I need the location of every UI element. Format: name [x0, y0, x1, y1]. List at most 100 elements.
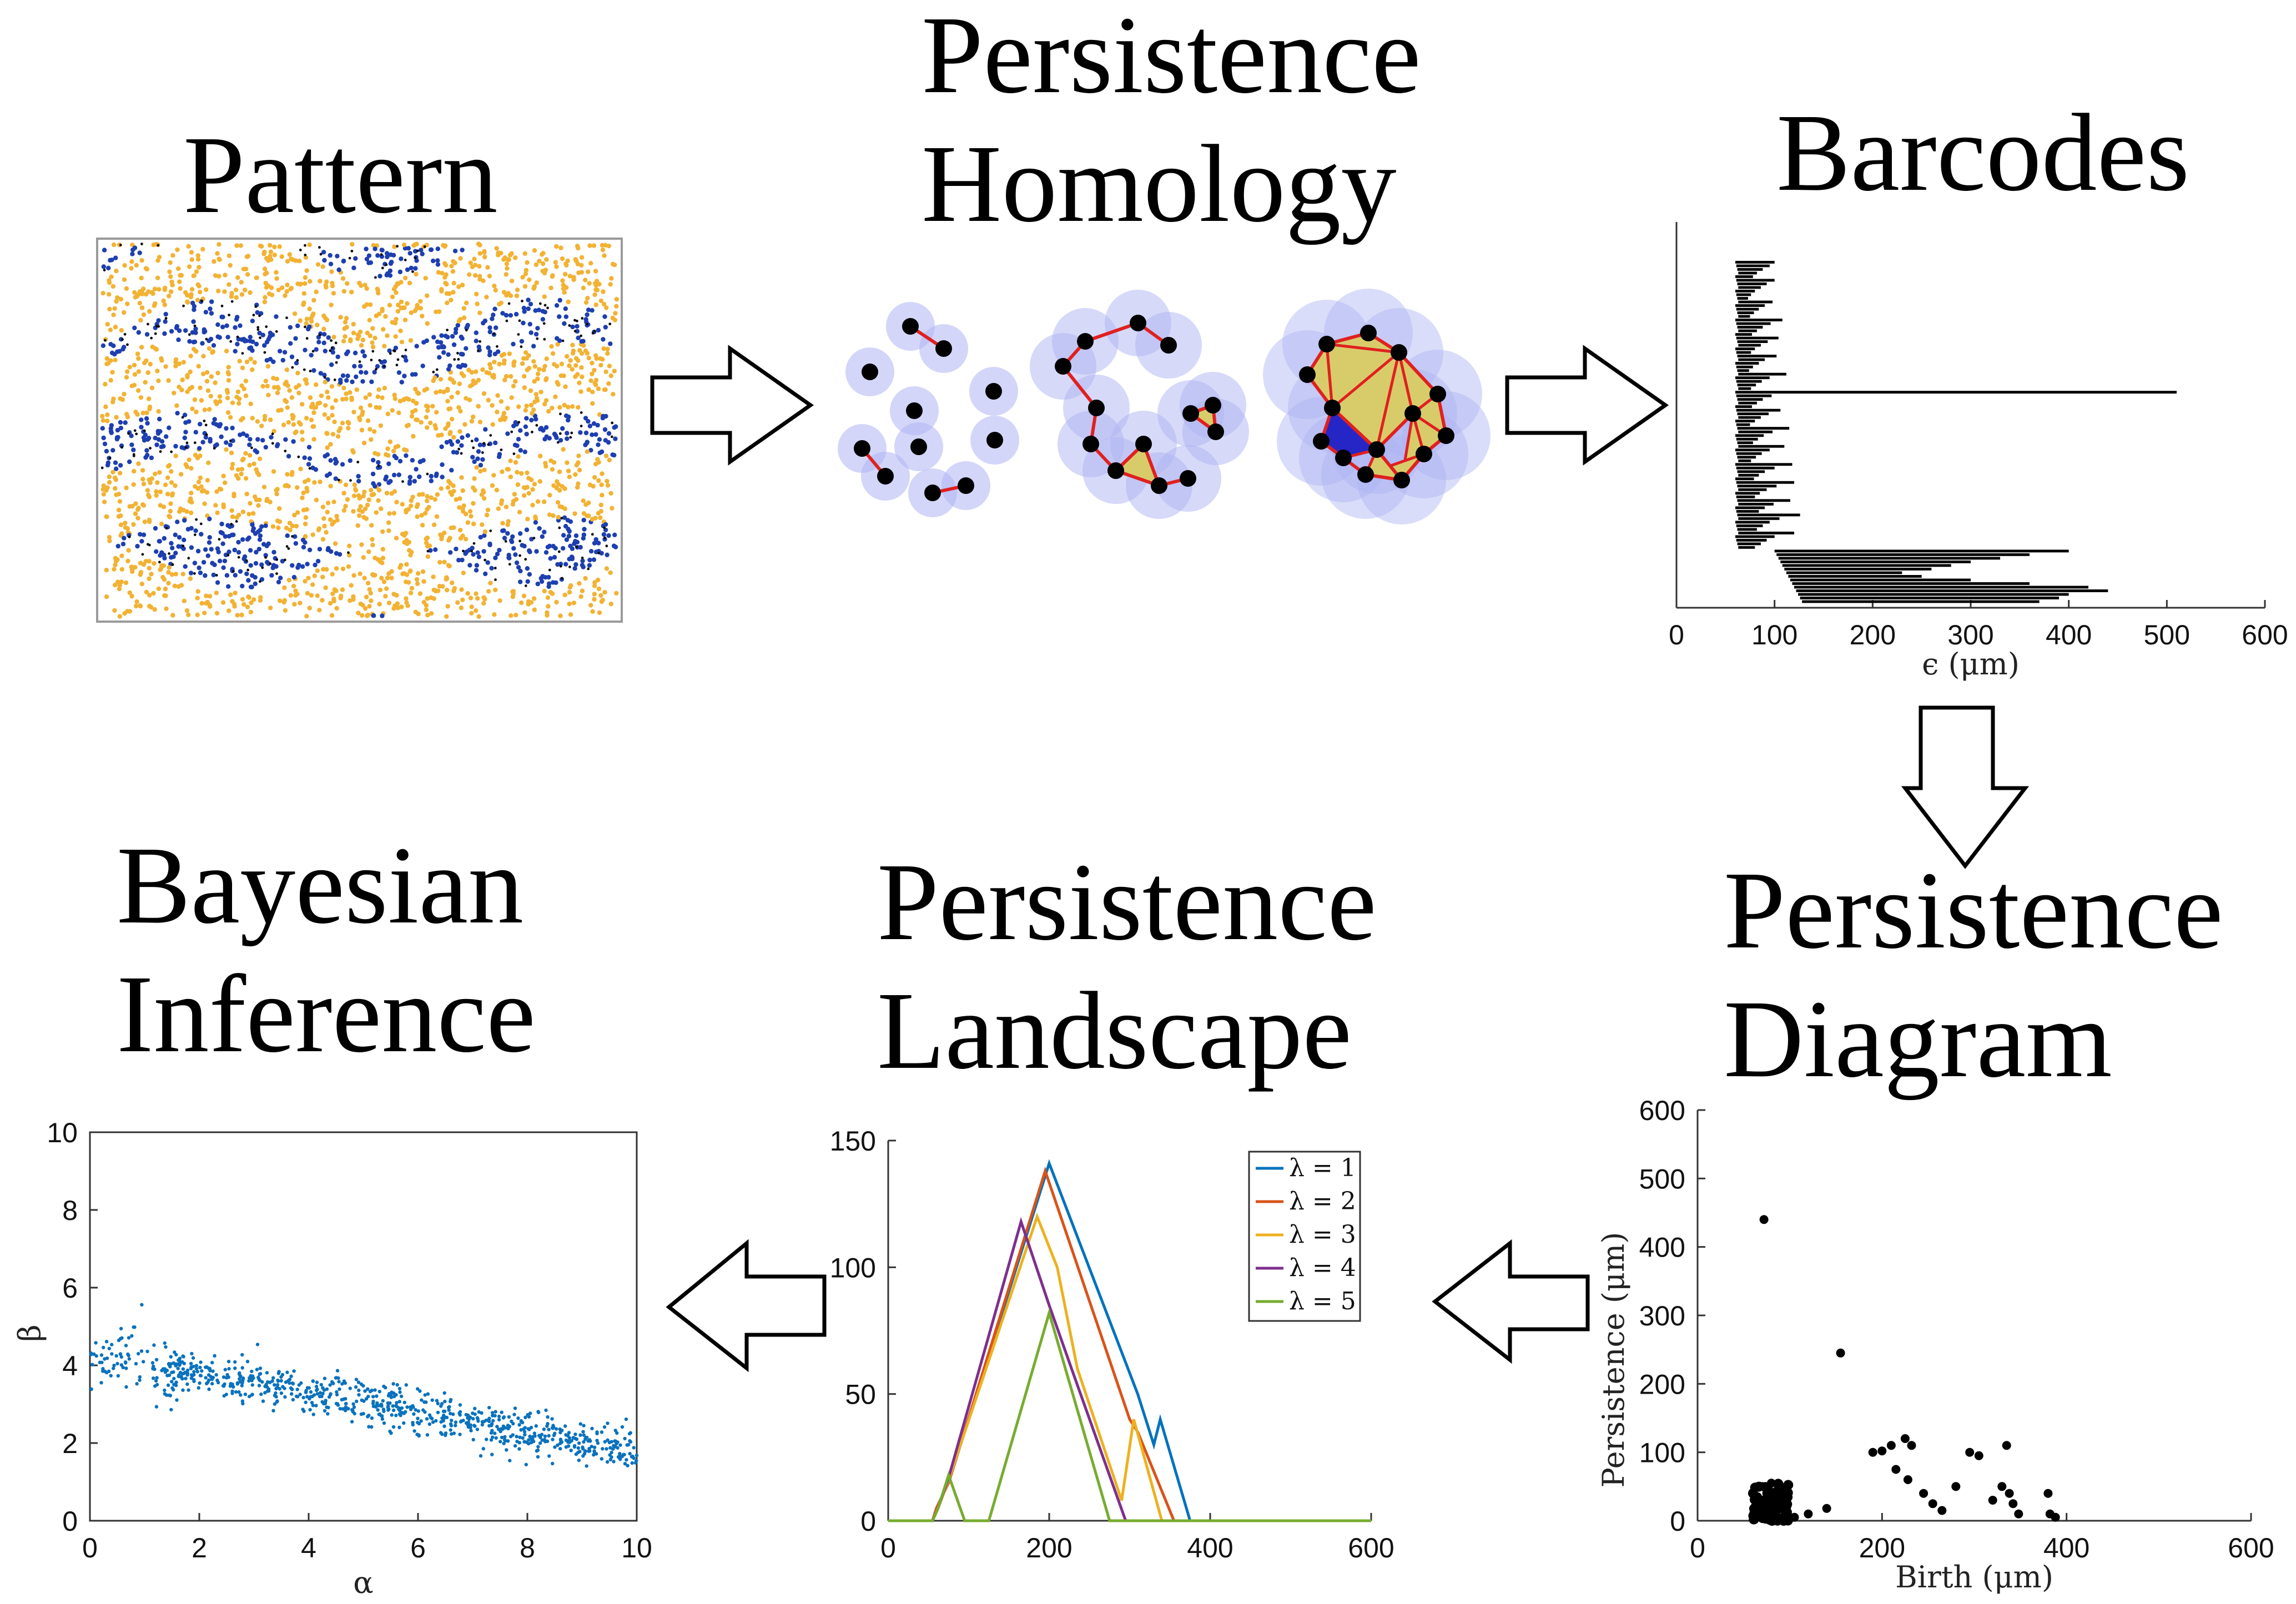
posterior-sample: [257, 1384, 261, 1388]
agent-yellow: [191, 273, 196, 279]
agent-yellow: [144, 589, 149, 595]
barcode-bar: [1782, 564, 1951, 567]
agent-dark: [510, 430, 513, 433]
agent-yellow: [304, 377, 309, 382]
agent-yellow: [251, 511, 256, 516]
agent-yellow: [513, 379, 518, 384]
agent-blue: [402, 374, 407, 379]
posterior-sample: [469, 1429, 473, 1432]
agent-yellow: [372, 556, 377, 561]
agent-blue: [169, 541, 174, 546]
agent-blue: [518, 448, 523, 453]
posterior-sample: [208, 1369, 212, 1373]
barcode-bar: [1735, 420, 1755, 423]
posterior-sample: [169, 1408, 173, 1412]
agent-yellow: [297, 259, 302, 264]
agent-yellow: [600, 598, 605, 603]
posterior-sample: [174, 1364, 178, 1368]
agent-yellow: [122, 391, 127, 397]
agent-yellow: [108, 358, 113, 363]
agent-yellow: [314, 497, 319, 503]
agent-yellow: [149, 385, 155, 390]
agent-yellow: [326, 395, 331, 400]
agent-yellow: [158, 490, 163, 495]
agent-blue: [139, 539, 144, 544]
agent-yellow: [287, 521, 293, 526]
agent-dark: [380, 253, 383, 256]
agent-yellow: [446, 538, 451, 543]
agent-yellow: [404, 562, 409, 567]
posterior-sample: [594, 1452, 598, 1456]
agent-blue: [175, 519, 180, 524]
agent-blue: [583, 430, 589, 436]
agent-yellow: [266, 291, 272, 296]
barcode-bar: [1738, 315, 1750, 318]
barcode-bar: [1738, 372, 1786, 376]
agent-yellow: [199, 398, 204, 403]
barcode-bar: [1737, 470, 1765, 473]
agent-yellow: [271, 428, 276, 434]
agent-yellow: [532, 364, 538, 369]
posterior-sample: [352, 1405, 356, 1409]
agent-yellow: [424, 540, 429, 546]
agent-yellow: [235, 467, 241, 472]
posterior-sample: [506, 1439, 510, 1443]
agent-blue: [535, 326, 540, 331]
agent-yellow: [328, 517, 333, 522]
agent-blue: [467, 563, 472, 568]
posterior-sample: [473, 1406, 477, 1410]
agent-yellow: [147, 559, 152, 564]
agent-yellow: [394, 290, 399, 295]
agent-yellow: [443, 280, 448, 286]
agent-blue: [527, 321, 532, 327]
agent-yellow: [168, 508, 173, 514]
agent-dark: [393, 350, 396, 352]
posterior-sample: [480, 1423, 485, 1427]
posterior-sample: [327, 1395, 331, 1399]
agent-yellow: [597, 610, 602, 616]
agent-blue: [235, 341, 240, 347]
posterior-sample: [516, 1416, 520, 1420]
filtration-complexes: [838, 289, 1491, 524]
agent-blue: [210, 561, 215, 566]
barcode-bar: [1736, 293, 1751, 296]
agent-dark: [538, 302, 542, 305]
agent-yellow: [173, 453, 178, 458]
agent-dark: [213, 447, 216, 450]
agent-blue: [542, 529, 547, 534]
agent-yellow: [304, 486, 309, 491]
agent-blue: [271, 549, 276, 555]
agent-blue: [394, 455, 399, 461]
agent-blue: [511, 423, 516, 428]
agent-blue: [557, 297, 562, 303]
agent-yellow: [333, 398, 339, 403]
agent-yellow: [580, 588, 585, 593]
posterior-sample: [101, 1369, 105, 1373]
posterior-sample: [237, 1390, 241, 1394]
vertex-point: [862, 364, 878, 380]
posterior-sample: [115, 1361, 119, 1366]
agent-blue: [417, 460, 422, 465]
agent-yellow: [243, 287, 248, 292]
agent-dark: [385, 263, 388, 266]
simplex-edge: [1397, 351, 1439, 396]
agent-blue: [533, 308, 538, 313]
agent-dark: [414, 256, 417, 259]
agent-yellow: [328, 442, 333, 447]
agent-blue: [514, 560, 520, 566]
agent-yellow: [538, 453, 543, 458]
agent-blue: [253, 561, 259, 566]
agent-dark: [141, 553, 144, 556]
posterior-sample: [380, 1414, 384, 1418]
vertex-point: [1393, 472, 1410, 488]
agent-dark: [237, 556, 240, 559]
agent-yellow: [136, 461, 141, 466]
agent-yellow: [481, 488, 486, 493]
agent-yellow: [137, 301, 142, 306]
agent-blue: [100, 426, 105, 431]
agent-yellow: [228, 263, 233, 268]
posterior-sample: [419, 1419, 423, 1423]
agent-yellow: [129, 259, 134, 264]
agent-yellow: [449, 297, 454, 302]
posterior-sample: [207, 1387, 211, 1391]
